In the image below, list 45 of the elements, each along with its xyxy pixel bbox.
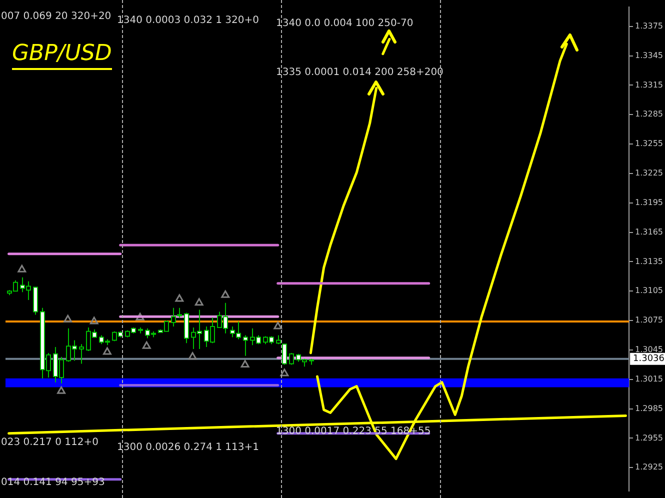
candlestick xyxy=(79,344,84,364)
y-tick-label: 1.3075 xyxy=(635,316,664,325)
annotation: 1300 0.0026 0.274 1 113+1 xyxy=(117,442,259,453)
point xyxy=(188,352,197,360)
y-tick-label: 1.3255 xyxy=(635,139,664,148)
annotation: 007 0.069 20 320+20 xyxy=(1,11,112,22)
candlestick xyxy=(171,307,176,327)
annotation: 1340 0.0003 0.032 1 320+0 xyxy=(117,15,259,26)
y-tick-label: 1.3285 xyxy=(635,110,664,119)
point xyxy=(142,341,151,349)
y-tick-label: 1.3015 xyxy=(635,374,664,384)
point xyxy=(194,298,204,306)
y-tick-label: 1.3375 xyxy=(635,21,664,30)
y-tick-label: 1.3165 xyxy=(635,227,664,236)
point xyxy=(57,386,66,394)
candlestick xyxy=(289,352,294,366)
point xyxy=(103,347,112,355)
y-tick-label: 1.2955 xyxy=(635,433,664,442)
candlestick xyxy=(243,334,248,356)
text: GBP/USD xyxy=(12,40,112,70)
y-tick-label: 1.3105 xyxy=(635,286,664,296)
point xyxy=(221,290,230,298)
y-tick-label: 1.2985 xyxy=(635,404,664,413)
y-tick-label: 1.2925 xyxy=(635,462,664,472)
annotation: 014 0.141 94 95+93 xyxy=(1,477,105,488)
candlestick xyxy=(177,307,182,318)
y-tick-label: 1.3345 xyxy=(635,50,664,60)
y-tick-label: 1.3225 xyxy=(635,168,664,178)
y-tick-label: 1.3315 xyxy=(635,80,664,90)
point xyxy=(64,314,72,322)
y-tick-label: 1.3195 xyxy=(635,198,664,207)
annotation: 023 0.217 0 112+0 xyxy=(1,437,98,448)
y-tick-label: 1.3135 xyxy=(635,256,664,266)
candlestick xyxy=(282,344,287,366)
ref-line-label: 1.3036 xyxy=(633,354,665,364)
point xyxy=(18,264,26,272)
point xyxy=(175,294,184,302)
point xyxy=(240,360,250,368)
annotation: 1335 0.0001 0.014 200 258+200 xyxy=(276,67,444,78)
annotation: 1340 0.0 0.004 100 250-70 xyxy=(276,18,414,29)
point xyxy=(136,312,144,320)
y-tick-label: 1.3045 xyxy=(635,345,664,354)
point xyxy=(280,368,289,376)
point xyxy=(90,316,98,324)
point xyxy=(274,322,282,330)
